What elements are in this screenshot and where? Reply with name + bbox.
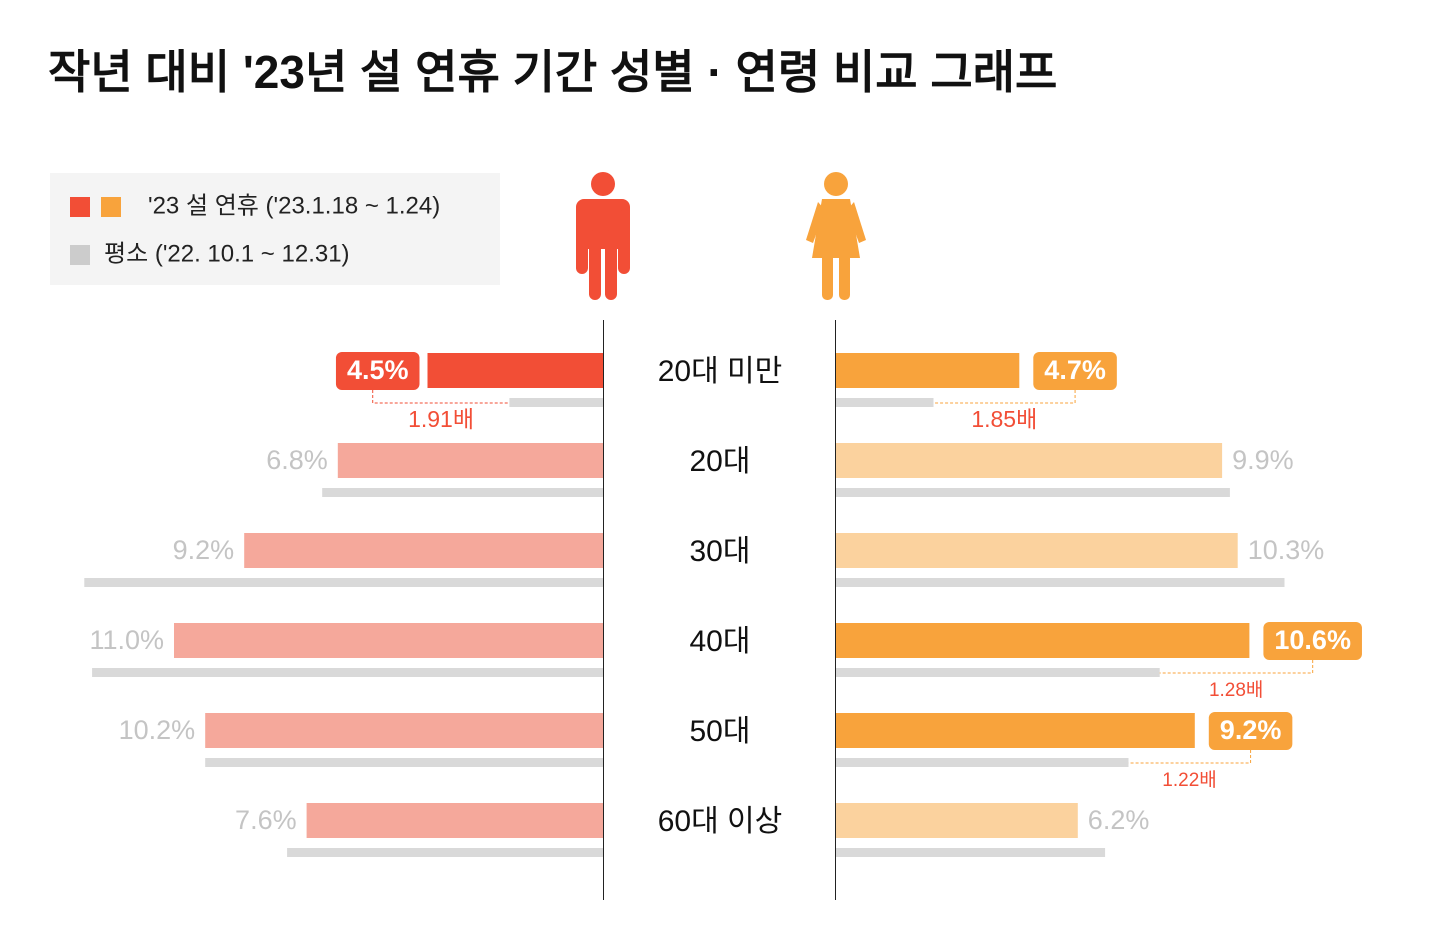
- normal-bar: [205, 758, 603, 767]
- normal-bar: [836, 398, 934, 407]
- value-label: 7.6%: [235, 805, 297, 835]
- normal-bar: [322, 488, 603, 497]
- normal-bar: [836, 668, 1160, 677]
- legend-swatch: [101, 197, 121, 217]
- value-badge: 10.6%: [1263, 622, 1362, 660]
- ratio-label: 1.28배: [1209, 679, 1263, 701]
- legend-box: [50, 173, 500, 285]
- normal-bar: [836, 848, 1106, 857]
- value-badge-box: [1208, 712, 1293, 750]
- normal-bar: [836, 488, 1230, 497]
- value-label: 6.2%: [1088, 805, 1150, 835]
- value-label: 9.2%: [1220, 715, 1282, 745]
- current-bar: [174, 623, 603, 658]
- category-label: 20대 미만: [658, 355, 783, 388]
- current-bar: [836, 803, 1078, 838]
- ratio-connector: [933, 390, 1076, 404]
- category-label: 40대: [690, 625, 751, 658]
- category-label: 60대 이상: [658, 805, 783, 838]
- current-bar: [337, 443, 603, 478]
- ratio-connector: [372, 390, 510, 404]
- ratio-label: 1.91배: [408, 406, 474, 432]
- value-label: 9.9%: [1232, 445, 1294, 475]
- female-icon: [806, 172, 866, 300]
- category-label: 30대: [690, 535, 751, 568]
- value-badge: 4.7%: [1033, 352, 1117, 390]
- category-label: 20대: [690, 445, 751, 478]
- current-bar: [836, 713, 1195, 748]
- current-bar: [306, 803, 603, 838]
- legend-swatch: [70, 197, 90, 217]
- value-badge-box: [1033, 352, 1117, 390]
- current-bar: [205, 713, 603, 748]
- category-label: 50대: [690, 715, 751, 748]
- current-bar: [836, 623, 1250, 658]
- current-bar: [244, 533, 603, 568]
- normal-bar: [836, 578, 1285, 587]
- normal-bar: [84, 578, 604, 587]
- value-badge-box: [1263, 622, 1362, 660]
- value-label: 4.7%: [1044, 355, 1106, 385]
- value-badge: 9.2%: [1208, 712, 1293, 750]
- value-label: 10.6%: [1274, 625, 1351, 655]
- value-label: 10.2%: [119, 715, 196, 745]
- ratio-label: 1.85배: [971, 406, 1037, 432]
- chart-title: 작년 대비 '23년 설 연휴 기간 성별 · 연령 비교 그래프: [48, 46, 1057, 98]
- current-bar: [836, 353, 1020, 388]
- value-badge-box: [335, 352, 420, 390]
- legend-label: '23 설 연휴 ('23.1.18 ~ 1.24): [148, 192, 440, 219]
- current-bar: [427, 353, 603, 388]
- male-icon: [576, 172, 630, 300]
- value-label: 4.5%: [347, 355, 409, 385]
- legend-label: 평소 ('22. 10.1 ~ 12.31): [104, 240, 350, 267]
- ratio-label: 1.22배: [1162, 769, 1216, 791]
- value-label: 6.8%: [266, 445, 328, 475]
- legend-swatch: [70, 245, 90, 265]
- current-bar: [836, 443, 1223, 478]
- value-label: 9.2%: [173, 535, 235, 565]
- value-label: 10.3%: [1248, 535, 1325, 565]
- normal-bar: [287, 848, 603, 857]
- ratio-connector: [1159, 660, 1314, 674]
- current-bar: [836, 533, 1238, 568]
- normal-bar: [509, 398, 603, 407]
- ratio-connector: [1128, 750, 1252, 764]
- normal-bar: [836, 758, 1129, 767]
- value-badge: 4.5%: [335, 352, 420, 390]
- value-label: 11.0%: [89, 625, 164, 655]
- normal-bar: [92, 668, 603, 677]
